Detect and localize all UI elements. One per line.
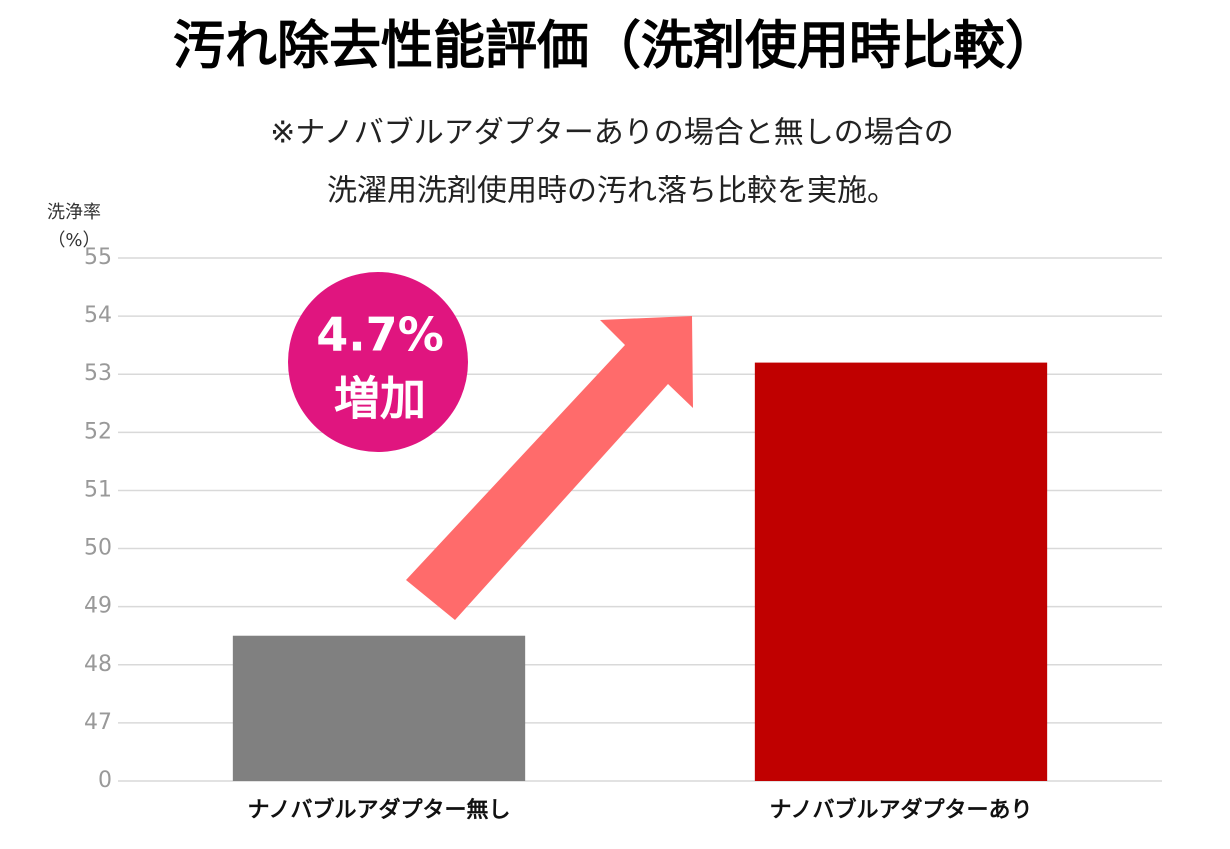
bar <box>232 635 526 781</box>
y-tick-label: 47 <box>84 710 112 735</box>
chart-title: 汚れ除去性能評価（洗剤使用時比較） <box>173 16 1057 77</box>
subtitle: 洗濯用洗剤使用時の汚れ落ち比較を実施。 <box>327 174 897 209</box>
y-tick-label: 48 <box>84 652 112 677</box>
y-tick-label: 50 <box>84 536 112 561</box>
arrow <box>406 316 693 620</box>
annotation: 増加 <box>334 372 426 426</box>
badge <box>288 272 468 452</box>
x-tick-label: ナノバブルアダプターあり <box>770 797 1033 823</box>
y-axis-label: 洗浄率 <box>47 202 101 223</box>
bars: ナノバブルアダプター無し ナノバブルアダプターあり <box>232 362 1048 823</box>
y-tick-label: 53 <box>84 361 112 386</box>
y-tick-label: 54 <box>84 303 112 328</box>
y-axis-label: （%） <box>47 230 100 251</box>
y-tick-label: 49 <box>84 594 112 619</box>
subtitle: ※ナノバブルアダプターありの場合と無しの場合の <box>270 116 954 151</box>
y-tick-label: 0 <box>98 768 112 793</box>
y-tick-label: 55 <box>84 245 112 270</box>
annotation: 4.7% <box>316 308 444 362</box>
x-tick-label: ナノバブルアダプター無し <box>248 797 511 823</box>
y-tick-label: 51 <box>84 477 112 502</box>
bar <box>754 362 1048 781</box>
y-tick-label: 52 <box>84 419 112 444</box>
